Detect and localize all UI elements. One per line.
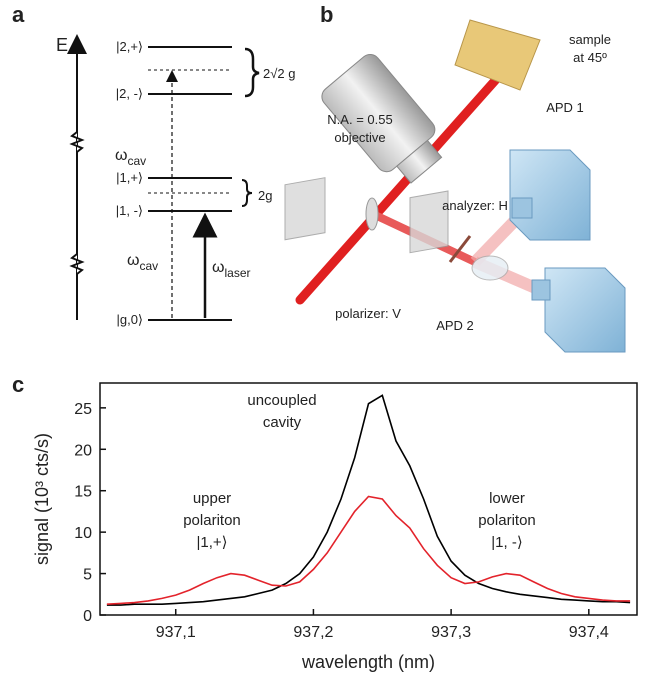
setup-labels: sample at 45º N.A. = 0.55 objective APD 1 ana… [327, 32, 611, 333]
level-label: |2, -⟩ [116, 86, 143, 101]
setup-label: APD 2 [436, 318, 474, 333]
series-line [106, 394, 631, 606]
x-tick-label: 937,4 [569, 624, 609, 641]
energy-diagram [67, 34, 260, 321]
series-line [106, 495, 631, 605]
x-tick-label: 937,1 [156, 624, 196, 641]
x-tick-label: 937,2 [293, 624, 333, 641]
level-label: |2,+⟩ [116, 39, 143, 54]
cavity-label: ωcav [127, 252, 158, 273]
annotation: uncoupled [247, 392, 316, 409]
symbol: ω [115, 147, 128, 164]
x-axis-label: wavelength (nm) [301, 652, 435, 672]
cavity-label: ωcav [115, 147, 146, 168]
setup-label: polarizer: V [335, 306, 401, 321]
symbol: ω [212, 259, 225, 276]
level-label: |1, -⟩ [116, 203, 143, 218]
panel-label: b [320, 2, 333, 27]
annotation: |1,+⟩ [196, 534, 227, 551]
y-tick-label: 0 [83, 608, 92, 625]
spectrum-chart: 0 5 10 15 20 25 937,1 937,2 937,3 937,4 wavelength… [32, 382, 638, 672]
level-label: |1,+⟩ [116, 170, 143, 185]
y-axis-label: signal (10³ cts/s) [32, 433, 52, 565]
panel-label: a [12, 2, 25, 27]
setup-label: sample [569, 32, 611, 47]
laser-label: ωlaser [212, 259, 251, 280]
subscript: cav [128, 154, 147, 168]
y-tick-label: 10 [74, 525, 92, 542]
splitting-label: 2√2 g [263, 66, 295, 81]
setup-label: APD 1 [546, 100, 584, 115]
setup-label: objective [334, 130, 385, 145]
annotation: cavity [263, 414, 302, 431]
y-tick-label: 20 [74, 442, 92, 459]
subscript: cav [140, 259, 159, 273]
annotation: polariton [478, 512, 536, 529]
annotation: polariton [183, 512, 241, 529]
panel-label: c [12, 372, 24, 397]
setup-label: analyzer: H [442, 198, 508, 213]
level-label: |g,0⟩ [116, 312, 143, 327]
y-tick-label: 5 [83, 567, 92, 584]
plot-frame [99, 382, 638, 616]
y-tick-label: 25 [74, 401, 92, 418]
energy-axis-label: E [56, 35, 68, 55]
setup-diagram [284, 19, 626, 353]
setup-label: at 45º [573, 50, 607, 65]
symbol: ω [127, 252, 140, 269]
subscript: laser [225, 266, 251, 280]
setup-label: N.A. = 0.55 [327, 112, 392, 127]
annotation: upper [193, 490, 231, 507]
y-tick-label: 15 [74, 484, 92, 501]
x-tick-label: 937,3 [431, 624, 471, 641]
annotation: lower [489, 490, 525, 507]
annotation: |1, -⟩ [491, 534, 522, 551]
splitting-label: 2g [258, 188, 272, 203]
